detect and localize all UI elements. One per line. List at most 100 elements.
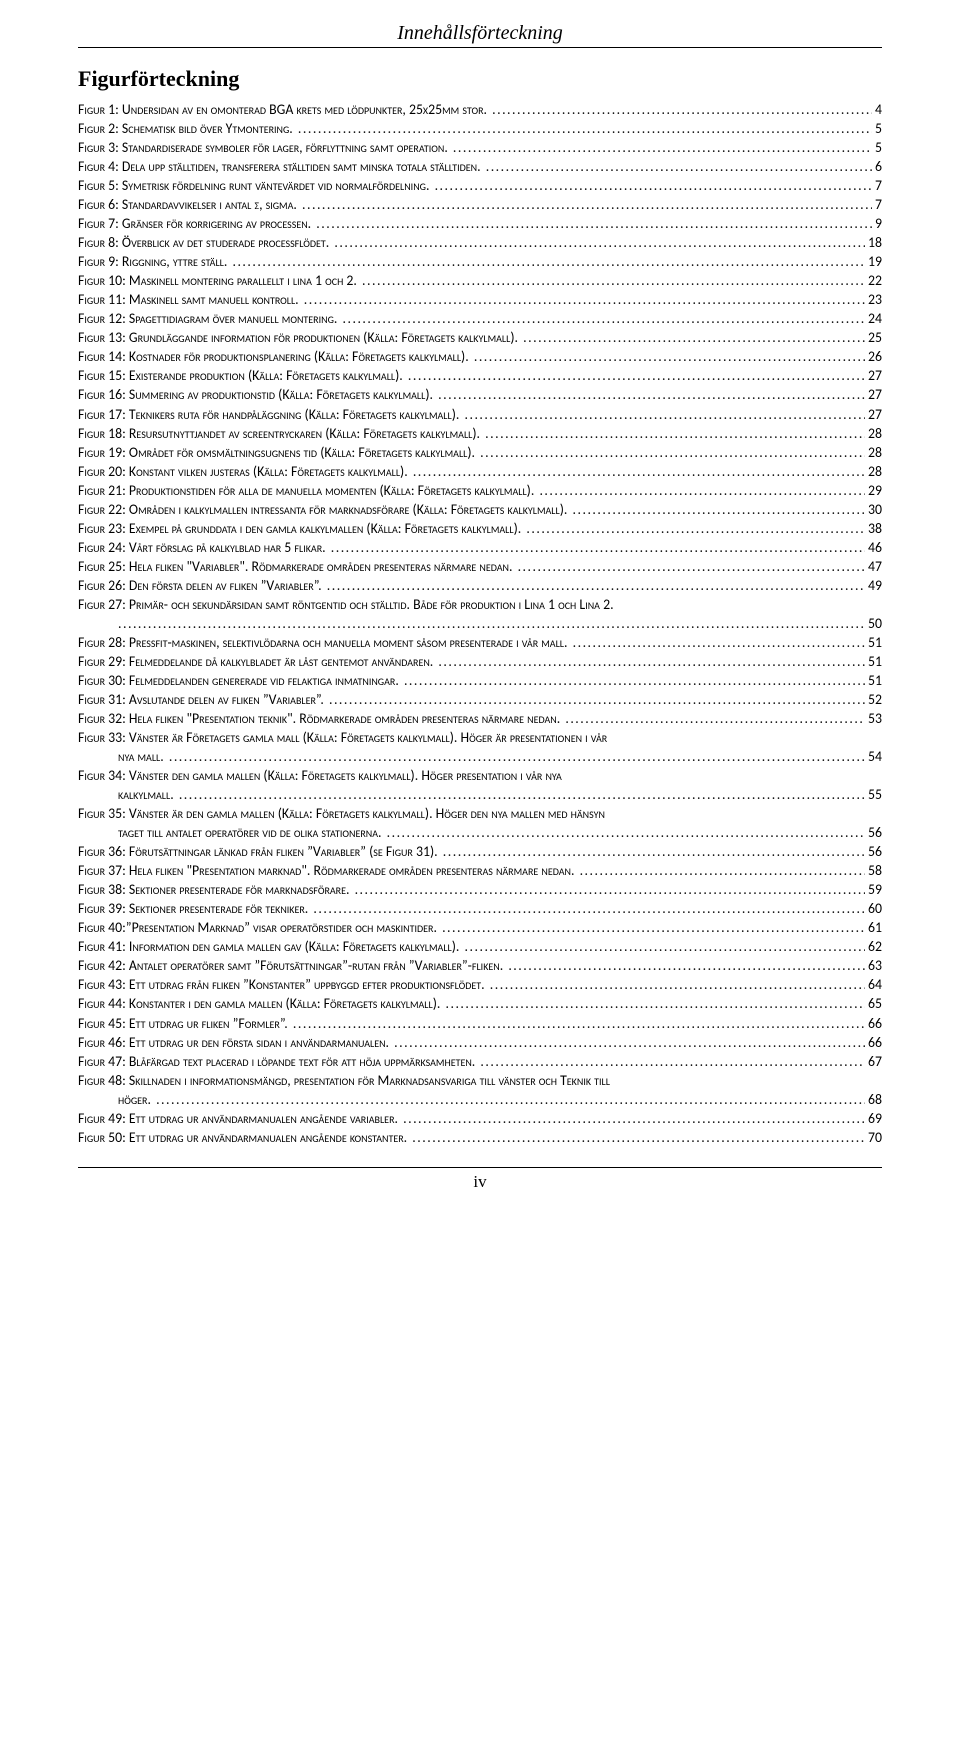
running-head: Innehållsförteckning	[78, 22, 882, 48]
toc-leader	[526, 519, 865, 538]
toc-leader	[539, 481, 865, 500]
toc-entry: Figur 30: Felmeddelanden genererade vid …	[78, 671, 882, 690]
toc-page: 55	[865, 785, 882, 804]
toc-label: Figur 16: Summering av produktionstid (K…	[78, 385, 438, 404]
toc-entry: Figur 32: Hela fliken "Presentation tekn…	[78, 709, 882, 728]
toc-entry: Figur 4: Dela upp ställtiden, transferer…	[78, 157, 882, 176]
toc-label: Figur 15: Existerande produktion (Källa:…	[78, 366, 408, 385]
toc-page: 27	[865, 366, 882, 385]
toc-leader	[118, 614, 865, 633]
toc-leader	[156, 1090, 865, 1109]
toc-page: 61	[865, 918, 882, 937]
toc-page: 27	[865, 405, 882, 424]
toc-entry: Figur 35: Vänster är den gamla mallen (K…	[78, 804, 882, 823]
toc-label: Figur 36: Förutsättningar länkad från fl…	[78, 842, 443, 861]
toc-leader	[485, 424, 865, 443]
toc-page: 5	[872, 119, 882, 138]
toc-page: 7	[872, 195, 882, 214]
toc-entry: Figur 18: Resursutnyttjandet av screentr…	[78, 424, 882, 443]
toc-page: 23	[865, 290, 882, 309]
toc-entry: Figur 27: Primär- och sekundärsidan samt…	[78, 595, 882, 614]
toc-label: Figur 10: Maskinell montering parallellt…	[78, 271, 362, 290]
toc-leader	[169, 747, 865, 766]
toc-label: Figur 32: Hela fliken "Presentation tekn…	[78, 709, 565, 728]
toc-page: 58	[865, 861, 882, 880]
toc-page: 28	[865, 424, 882, 443]
toc-leader	[580, 861, 865, 880]
toc-entry: Figur 23: Exempel på grunddata i den gam…	[78, 519, 882, 538]
toc-leader	[334, 233, 865, 252]
toc-leader	[302, 195, 872, 214]
toc-entry: Figur 34: Vänster den gamla mallen (Käll…	[78, 766, 882, 785]
toc-page: 70	[865, 1128, 882, 1147]
toc-label: Figur 6: Standardavvikelser i antal σ, s…	[78, 195, 302, 214]
toc-page: 51	[865, 633, 882, 652]
toc-page: 24	[865, 309, 882, 328]
toc-entry: Figur 11: Maskinell samt manuell kontrol…	[78, 290, 882, 309]
toc-label: Figur 28: Pressfit-maskinen, selektivlöd…	[78, 633, 573, 652]
toc-leader	[573, 500, 866, 519]
toc-leader	[293, 1014, 865, 1033]
toc-label: Figur 37: Hela fliken "Presentation mark…	[78, 861, 580, 880]
toc-page: 46	[865, 538, 882, 557]
toc-label: Figur 30: Felmeddelanden genererade vid …	[78, 671, 404, 690]
toc-page: 6	[872, 157, 882, 176]
section-title: Figurförteckning	[78, 66, 882, 92]
toc-page: 26	[865, 347, 882, 366]
toc-entry: Figur 41: Information den gamla mallen g…	[78, 937, 882, 956]
toc-label: Figur 23: Exempel på grunddata i den gam…	[78, 519, 526, 538]
toc-leader	[404, 671, 865, 690]
toc-entry: Figur 15: Existerande produktion (Källa:…	[78, 366, 882, 385]
page-number: iv	[473, 1172, 486, 1191]
toc-entry: Figur 46: Ett utdrag ur den första sidan…	[78, 1033, 882, 1052]
toc-entry: Figur 25: Hela fliken "Variabler". Rödma…	[78, 557, 882, 576]
toc-label: Figur 27: Primär- och sekundärsidan samt…	[78, 595, 616, 614]
toc-page: 51	[865, 652, 882, 671]
toc-label: Figur 42: Antalet operatörer samt ”Förut…	[78, 956, 508, 975]
toc-label: Figur 5: Symetrisk fördelning runt vänte…	[78, 176, 435, 195]
toc-entry: Figur 40:”Presentation Marknad” visar op…	[78, 918, 882, 937]
toc-label: Figur 49: Ett utdrag ur användarmanualen…	[78, 1109, 403, 1128]
toc-label: kalkylmall.	[118, 785, 179, 804]
toc-entry: Figur 22: Områden i kalkylmallen intress…	[78, 500, 882, 519]
toc-page: 19	[865, 252, 882, 271]
toc-leader	[480, 443, 865, 462]
toc-label: Figur 31: Avslutande delen av fliken ”Va…	[78, 690, 329, 709]
toc-label: Figur 41: Information den gamla mallen g…	[78, 937, 465, 956]
toc-leader	[445, 994, 865, 1013]
toc-entry: Figur 26: Den första delen av fliken ”Va…	[78, 576, 882, 595]
toc-page: 49	[865, 576, 882, 595]
toc-leader	[316, 214, 872, 233]
toc-leader	[486, 157, 872, 176]
toc-entry-continuation: 50	[78, 614, 882, 633]
toc-entry: Figur 2: Schematisk bild över Ytmonterin…	[78, 119, 882, 138]
toc-label: Figur 34: Vänster den gamla mallen (Käll…	[78, 766, 564, 785]
toc-entry-continuation: nya mall. 54	[78, 747, 882, 766]
toc-entry: Figur 1: Undersidan av en omonterad BGA …	[78, 100, 882, 119]
toc-entry: Figur 36: Förutsättningar länkad från fl…	[78, 842, 882, 861]
toc-entry: Figur 43: Ett utdrag från fliken ”Konsta…	[78, 975, 882, 994]
toc-leader	[355, 880, 865, 899]
toc-label: Figur 7: Gränser för korrigering av proc…	[78, 214, 316, 233]
toc-page: 29	[865, 481, 882, 500]
toc-entry: Figur 49: Ett utdrag ur användarmanualen…	[78, 1109, 882, 1128]
toc-entry-continuation: höger. 68	[78, 1090, 882, 1109]
toc-entry: Figur 8: Överblick av det studerade proc…	[78, 233, 882, 252]
toc-entry: Figur 28: Pressfit-maskinen, selektivlöd…	[78, 633, 882, 652]
toc-entry: Figur 38: Sektioner presenterade för mar…	[78, 880, 882, 899]
toc-entry: Figur 29: Felmeddelande då kalkylbladet …	[78, 652, 882, 671]
toc-leader	[362, 271, 865, 290]
toc-entry: Figur 39: Sektioner presenterade för tek…	[78, 899, 882, 918]
toc-leader	[453, 138, 872, 157]
toc-label: höger.	[118, 1090, 156, 1109]
toc-label: Figur 21: Produktionstiden för alla de m…	[78, 481, 539, 500]
toc-label: Figur 14: Kostnader för produktionsplane…	[78, 347, 474, 366]
toc-page: 47	[865, 557, 882, 576]
toc-entry: Figur 24: Vårt förslag på kalkylblad har…	[78, 538, 882, 557]
toc-page: 22	[865, 271, 882, 290]
toc-page: 56	[865, 823, 882, 842]
toc-entry: Figur 13: Grundläggande information för …	[78, 328, 882, 347]
toc-entry: Figur 48: Skillnaden i informationsmängd…	[78, 1071, 882, 1090]
toc-page: 68	[865, 1090, 882, 1109]
toc-entry: Figur 33: Vänster är Företagets gamla ma…	[78, 728, 882, 747]
